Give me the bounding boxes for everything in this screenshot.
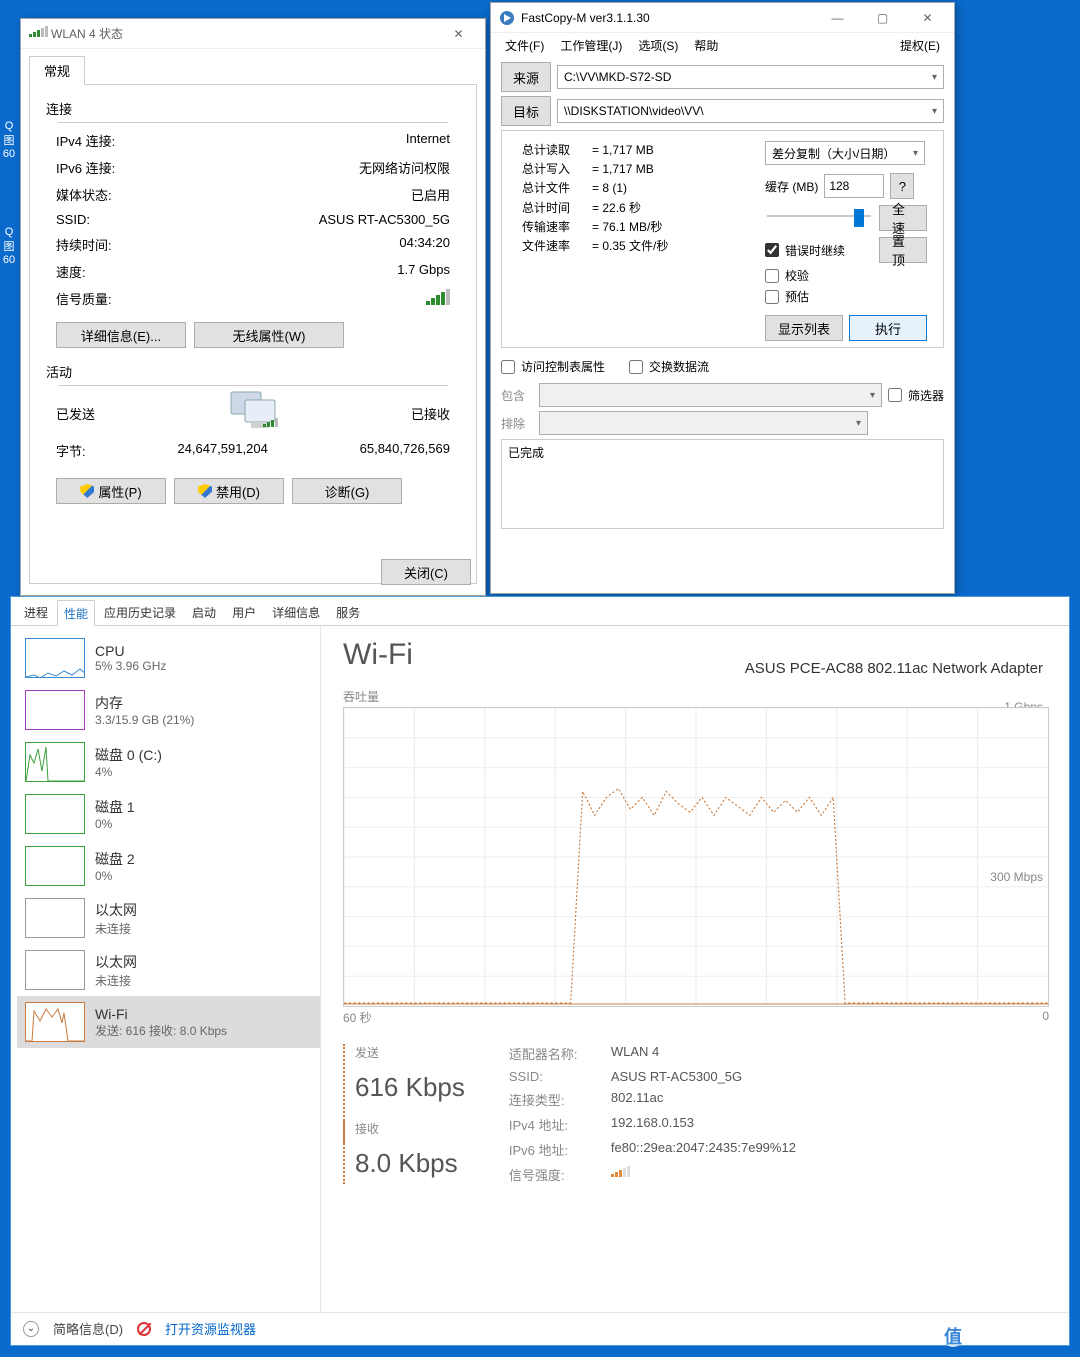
sidebar-item[interactable]: 磁盘 0 (C:)4% (17, 736, 320, 788)
include-input[interactable] (539, 383, 882, 407)
fc-titlebar[interactable]: FastCopy-M ver3.1.1.30 — ▢ ✕ (491, 3, 954, 33)
sidebar-item[interactable]: 磁盘 10% (17, 788, 320, 840)
menu-help[interactable]: 帮助 (686, 35, 726, 56)
taskmgr-sidebar: CPU5% 3.96 GHz内存3.3/15.9 GB (21%)磁盘 0 (C… (11, 626, 321, 1312)
section-activity: 活动 (46, 362, 460, 381)
menu-file[interactable]: 文件(F) (497, 35, 552, 56)
tab-1[interactable]: 性能 (57, 600, 95, 626)
section-connection: 连接 (46, 99, 460, 118)
wlan-status-window: WLAN 4 状态 ✕ 常规 连接 IPv4 连接:Internet IPv6 … (20, 18, 486, 596)
topmost-button[interactable]: 置顶 (879, 237, 927, 263)
adapter-name: ASUS PCE-AC88 802.11ac Network Adapter (745, 660, 1043, 677)
sidebar-item[interactable]: 以太网未连接 (17, 944, 320, 996)
properties-button[interactable]: 属性(P) (56, 478, 166, 504)
computer-icon (223, 390, 283, 437)
tab-2[interactable]: 应用历史记录 (97, 599, 183, 625)
close-icon[interactable]: ✕ (905, 4, 950, 32)
tab-4[interactable]: 用户 (225, 599, 263, 625)
sidebar-item[interactable]: 磁盘 20% (17, 840, 320, 892)
altstream-checkbox[interactable]: 交换数据流 (629, 358, 709, 375)
fc-stats: 总计读取= 1,717 MB 总计写入= 1,717 MB 总计文件= 8 (1… (510, 137, 749, 260)
shield-icon (198, 484, 212, 498)
maximize-icon[interactable]: ▢ (860, 4, 905, 32)
sidebar-item[interactable]: Wi-Fi发送: 616 接收: 8.0 Kbps (17, 996, 320, 1048)
details-button[interactable]: 详细信息(E)... (56, 322, 186, 348)
tab-0[interactable]: 进程 (17, 599, 55, 625)
mode-select[interactable]: 差分复制（大小/日期） (765, 141, 925, 165)
fastcopy-window: FastCopy-M ver3.1.1.30 — ▢ ✕ 文件(F) 工作管理(… (490, 2, 955, 594)
throughput-chart (343, 707, 1049, 1007)
minimize-icon[interactable]: — (815, 4, 860, 32)
close-icon[interactable]: ✕ (436, 20, 481, 48)
tab-3[interactable]: 启动 (185, 599, 223, 625)
taskmgr-tabs: 进程性能应用历史记录启动用户详细信息服务 (11, 597, 1069, 626)
wlan-titlebar[interactable]: WLAN 4 状态 ✕ (21, 19, 485, 49)
resmon-icon (137, 1322, 151, 1336)
open-resmon-link[interactable]: 打开资源监视器 (165, 1319, 256, 1338)
fc-menubar: 文件(F) 工作管理(J) 选项(S) 帮助 提权(E) (491, 33, 954, 58)
close-button[interactable]: 关闭(C) (381, 559, 471, 585)
help-button[interactable]: ? (890, 173, 914, 199)
menu-elevate[interactable]: 提权(E) (892, 35, 948, 56)
dest-input[interactable]: \\DISKSTATION\video\VV\ (557, 99, 944, 123)
speed-slider[interactable] (765, 207, 873, 225)
send-rate: 616 Kbps (355, 1074, 465, 1107)
signal-icon (611, 1165, 796, 1184)
tab-6[interactable]: 服务 (329, 599, 367, 625)
chevron-down-icon[interactable]: ⌄ (23, 1321, 39, 1337)
watermark: 值什么值得买 (942, 1323, 1060, 1349)
menu-options[interactable]: 选项(S) (630, 35, 686, 56)
menu-job[interactable]: 工作管理(J) (552, 35, 630, 56)
shield-icon (80, 484, 94, 498)
verify-checkbox[interactable]: 校验 (765, 267, 927, 284)
fastcopy-icon (499, 10, 515, 26)
wireless-props-button[interactable]: 无线属性(W) (194, 322, 344, 348)
tab-5[interactable]: 详细信息 (265, 599, 327, 625)
fc-title: FastCopy-M ver3.1.1.30 (521, 11, 815, 25)
brief-info-button[interactable]: 简略信息(D) (53, 1319, 123, 1338)
cache-input[interactable] (824, 174, 884, 198)
sidebar-item[interactable]: 以太网未连接 (17, 892, 320, 944)
exclude-input[interactable] (539, 411, 868, 435)
source-button[interactable]: 来源 (501, 62, 551, 92)
continue-on-error-checkbox[interactable]: 错误时继续 (765, 242, 845, 259)
dest-button[interactable]: 目标 (501, 96, 551, 126)
signal-icon (426, 289, 450, 308)
filter-checkbox[interactable]: 筛选器 (888, 387, 944, 404)
wlan-title: WLAN 4 状态 (51, 25, 436, 42)
taskmgr-window: 进程性能应用历史记录启动用户详细信息服务 CPU5% 3.96 GHz内存3.3… (10, 596, 1070, 1346)
acl-checkbox[interactable]: 访问控制表属性 (501, 358, 605, 375)
tab-general[interactable]: 常规 (29, 56, 85, 85)
showlist-button[interactable]: 显示列表 (765, 315, 843, 341)
diagnose-button[interactable]: 诊断(G) (292, 478, 402, 504)
fc-log: 已完成 (501, 439, 944, 529)
sidebar-item[interactable]: CPU5% 3.96 GHz (17, 632, 320, 684)
estimate-checkbox[interactable]: 预估 (765, 288, 927, 305)
wifi-icon (29, 26, 45, 42)
execute-button[interactable]: 执行 (849, 315, 927, 341)
sidebar-item[interactable]: 内存3.3/15.9 GB (21%) (17, 684, 320, 736)
disable-button[interactable]: 禁用(D) (174, 478, 284, 504)
fullspeed-button[interactable]: 全速 (879, 205, 927, 231)
source-input[interactable]: C:\VV\MKD-S72-SD (557, 65, 944, 89)
recv-rate: 8.0 Kbps (355, 1150, 465, 1183)
